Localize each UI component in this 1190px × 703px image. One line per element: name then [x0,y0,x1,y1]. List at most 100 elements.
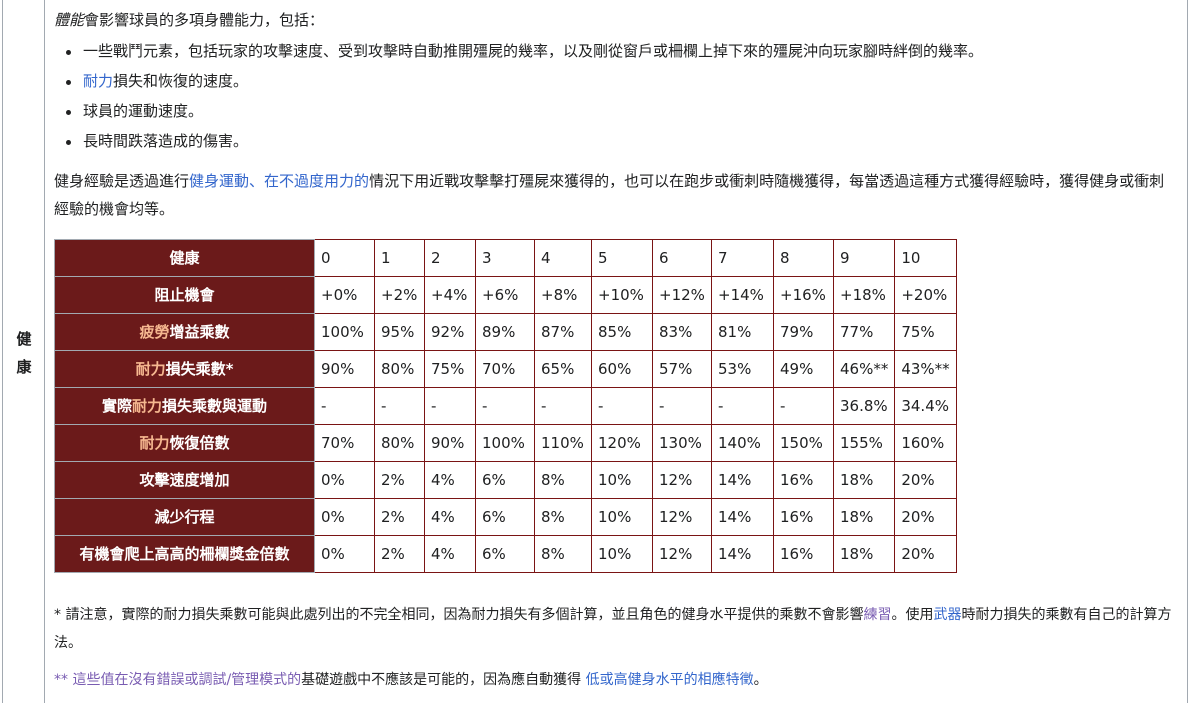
table-cell: 0% [314,498,375,536]
table-cell: 120% [591,424,653,462]
table-cell: 75% [424,350,476,388]
fitness-exercise-link[interactable]: 健身運動 [189,172,250,190]
table-cell: 4% [424,461,476,499]
debug-mode-link[interactable]: ** 這些值在沒有錯誤或調試/管理模式的 [54,672,302,688]
row-header-link[interactable]: 耐力 [131,397,162,415]
table-cell: 92% [424,313,476,351]
row-header-link[interactable]: 疲勞 [139,323,170,341]
table-cell: 10% [591,461,653,499]
table-cell: +20% [894,276,957,314]
table-cell: 34.4% [894,387,957,425]
table-cell: 160% [894,424,957,462]
fitness-traits-link[interactable]: 低或高健身水平的相應特徵 [585,672,754,688]
exercise-link[interactable]: 練習 [863,607,892,623]
table-cell: 85% [591,313,653,351]
table-cell: +0% [314,276,375,314]
table-cell: 16% [773,461,834,499]
table-cell: - [652,387,712,425]
row-header-link[interactable]: 耐力 [139,434,170,452]
table-cell: 6 [652,239,712,277]
table-cell: 12% [652,498,712,536]
table-cell: 140% [711,424,774,462]
table-cell: +14% [711,276,774,314]
fitness-table: 健康 0 1 2 3 4 5 6 7 8 9 10 阻止機會 +0% +2% +4% +6% +8% +10% +12… [54,239,957,573]
table-row: 實際耐力損失乘數與運動 - - - - - - - - -36.8% 34.4% [54,387,957,425]
table-cell: 14% [711,498,774,536]
table-cell: 18% [832,461,896,499]
separator-link[interactable]: 、 [249,172,265,190]
table-cell: 155% [832,424,896,462]
table-row: 疲勞增益乘數 100% 95% 92% 89% 87% 85% 83% 81% 79% 77% 75% [54,313,957,351]
footnote-text: 。使用 [891,607,934,623]
footnote-text: * 請注意，實際的耐力損失乘數可能與此處列出的不完全相同，因為耐力損失有多個計算… [54,607,864,623]
row-header-text: 損失乘數與運動 [162,397,268,415]
table-row: 有機會爬上高高的柵欄獎金倍數 0% 2% 4% 6% 8% 10% 12% 14% 16% 18% 2… [54,535,957,573]
table-cell: 53% [711,350,774,388]
table-cell: 20% [894,535,957,573]
table-cell: 10 [894,239,957,277]
table-cell: 90% [424,424,476,462]
table-cell: 18% [832,498,896,536]
table-cell: 57% [652,350,712,388]
table-row: 耐力損失乘數* 90% 80% 75% 70% 65% 60% 57% 53% 49% 46%** 4… [54,350,957,388]
row-header: 耐力恢復倍數 [54,424,315,462]
table-cell: 2% [374,461,425,499]
table-cell: 130% [652,424,712,462]
table-cell: - [314,387,375,425]
table-cell: 5 [591,239,653,277]
footnote-2: ** 這些值在沒有錯誤或調試/管理模式的基礎遊戲中不應該是可能的，因為應自動獲得… [54,666,1174,694]
list-item: 一些戰鬥元素，包括玩家的攻擊速度、受到攻擊時自動推開殭屍的幾率，以及剛從窗戶或柵… [54,40,983,70]
para-text: 健身經驗是透過進行 [54,172,190,190]
table-cell: - [424,387,476,425]
table-cell: +2% [374,276,425,314]
table-cell: +8% [534,276,592,314]
table-cell: 65% [534,350,592,388]
table-cell: 12% [652,461,712,499]
intro-paragraph: 體能會影響球員的多項身體能力，包括： [54,9,324,31]
row-header-label: 健康 [16,330,32,376]
table-row: 健康 0 1 2 3 4 5 6 7 8 9 10 [54,239,957,277]
table-cell: 0% [314,535,375,573]
row-header-text: 阻止機會 [154,286,215,304]
table-cell: 75% [894,313,957,351]
table-cell: 10% [591,535,653,573]
no-overexertion-link[interactable]: 在不過度用力的 [264,172,370,190]
table-cell: 6% [475,498,535,536]
table-cell: - [711,387,774,425]
table-cell: 8% [534,535,592,573]
row-header-text: 減少行程 [154,508,215,526]
footnote-text: 基礎遊戲中不應該是可能的，因為應自動獲得 [301,672,586,688]
table-cell: 4% [424,498,476,536]
table-cell: 1 [374,239,425,277]
weapons-link[interactable]: 武器 [933,607,962,623]
table-cell: 7 [711,239,774,277]
table-cell: 110% [534,424,592,462]
table-cell: 150% [773,424,834,462]
table-cell: - [591,387,653,425]
table-cell: 10% [591,498,653,536]
table-cell: - [475,387,535,425]
row-header: 耐力損失乘數* [54,350,315,388]
table-cell: 14% [711,535,774,573]
table-row: 減少行程 0% 2% 4% 6% 8% 10% 12% 14% 16% 18% 20% [54,498,957,536]
table-cell: 95% [374,313,425,351]
table-cell: +18% [832,276,896,314]
row-header: 阻止機會 [54,276,315,314]
row-header: 疲勞增益乘數 [54,313,315,351]
table-cell: 80% [374,350,425,388]
endurance-link[interactable]: 耐力 [83,72,114,90]
footnote-1: * 請注意，實際的耐力損失乘數可能與此處列出的不完全相同，因為耐力損失有多個計算… [54,601,1174,657]
row-header: 健康 [54,239,315,277]
table-cell: 16% [773,498,834,536]
list-item: 球員的運動速度。 [54,100,983,130]
row-header-text: 損失乘數* [165,360,234,378]
row-header: 減少行程 [54,498,315,536]
table-cell: 6% [475,461,535,499]
table-cell: 9 [832,239,896,277]
table-cell: +16% [773,276,834,314]
table-cell: 0% [314,461,375,499]
table-cell: 20% [894,498,957,536]
table-cell: 100% [475,424,535,462]
row-header-link[interactable]: 耐力 [135,360,166,378]
table-cell: 3 [475,239,535,277]
